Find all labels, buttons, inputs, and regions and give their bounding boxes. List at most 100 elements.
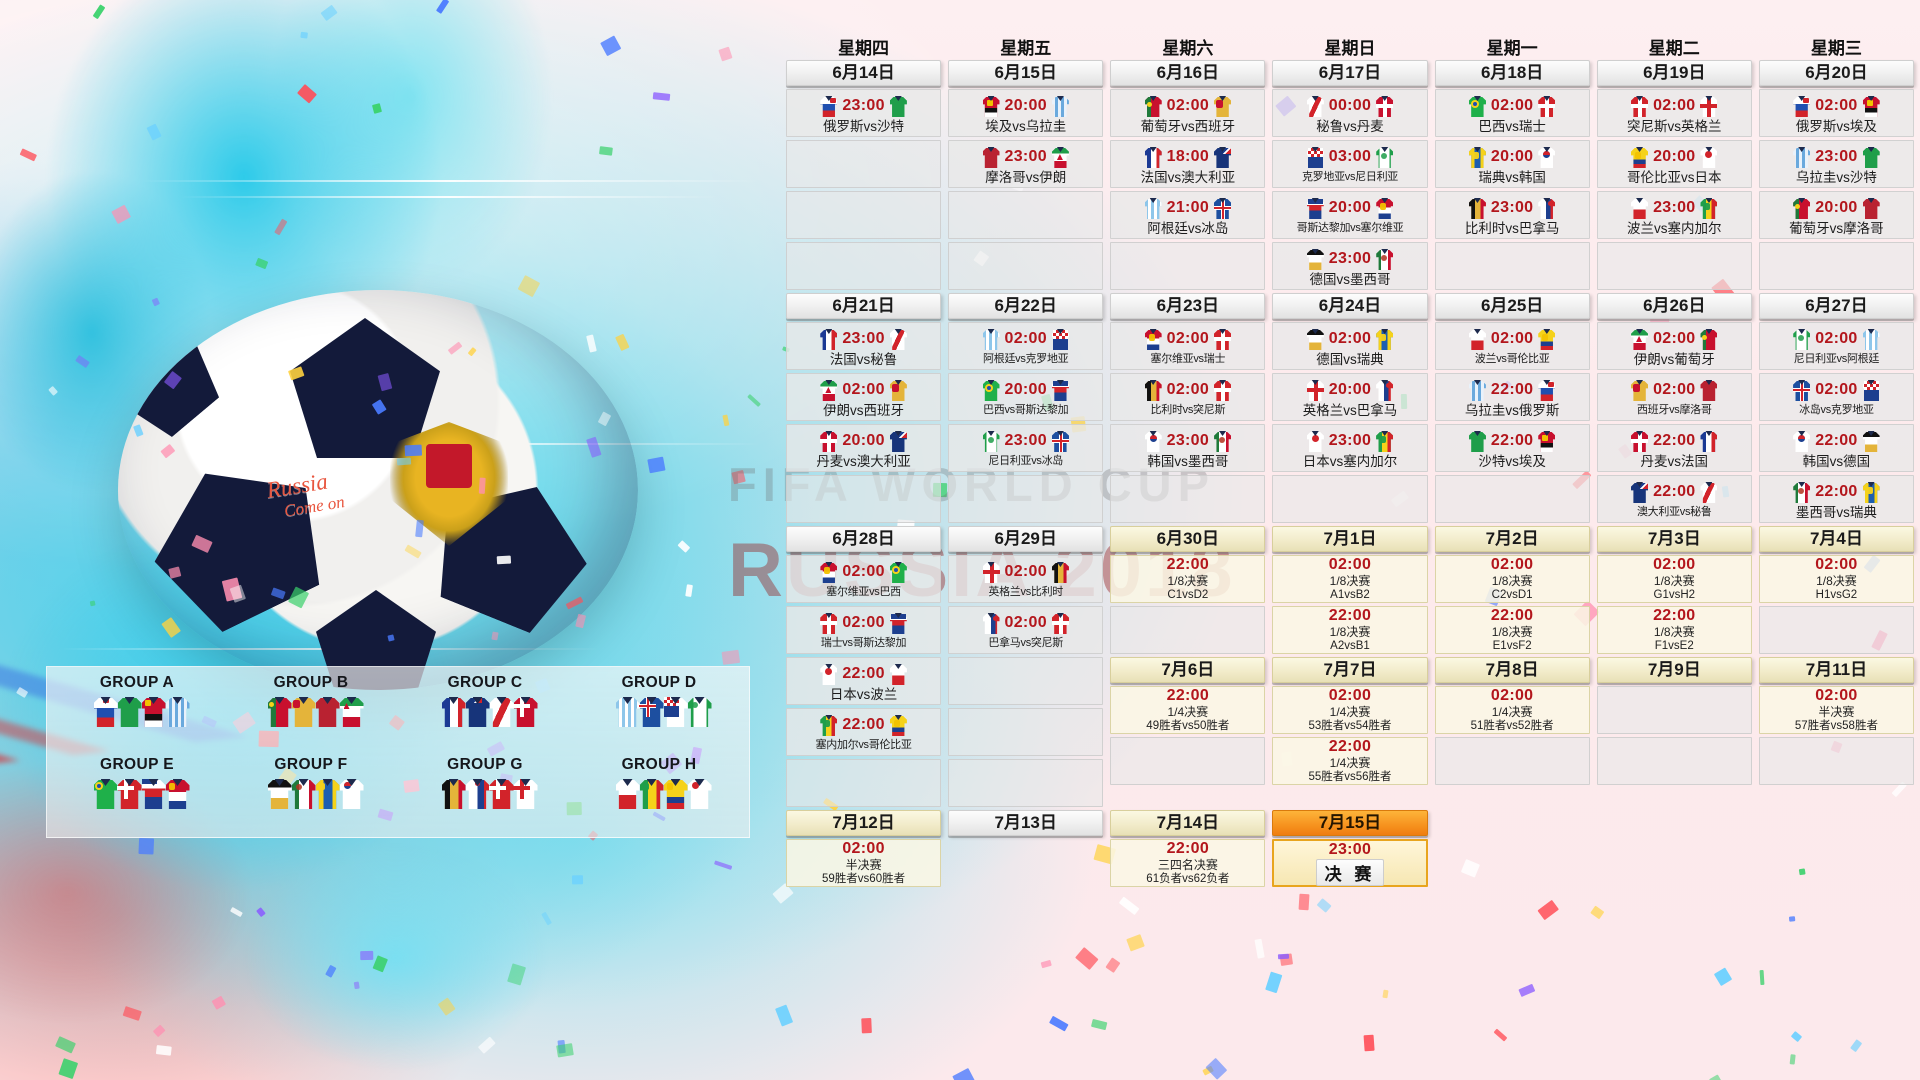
group-match-cell[interactable]: 02:00 德国vs瑞典 [1272, 322, 1428, 370]
date-cell[interactable]: 6月16日 [1110, 60, 1266, 86]
group-match-cell[interactable]: 02:00 伊朗vs葡萄牙 [1596, 322, 1752, 370]
group-match-cell[interactable]: 21:00 阿根廷vs冰岛 [1110, 191, 1266, 239]
group-match-cell[interactable]: 02:00 塞尔维亚vs巴西 [786, 555, 942, 603]
group-match-cell[interactable]: 22:00 沙特vs埃及 [1434, 424, 1590, 472]
group-match-cell[interactable]: 02:00 尼日利亚vs阿根廷 [1758, 322, 1914, 370]
knockout-match-cell[interactable]: 02:00 1/8决赛 C2vsD1 [1434, 555, 1590, 603]
date-cell[interactable]: 7月4日 [1758, 526, 1914, 552]
group-g[interactable]: GROUP G [401, 753, 569, 833]
group-match-cell[interactable]: 02:00 巴拿马vs突尼斯 [948, 606, 1104, 654]
group-match-cell[interactable]: 23:00 法国vs秘鲁 [786, 322, 942, 370]
date-cell[interactable]: 7月7日 [1272, 657, 1428, 683]
knockout-match-cell[interactable]: 22:00 1/8决赛 A2vsB1 [1272, 606, 1428, 654]
date-cell[interactable]: 6月14日 [786, 60, 942, 86]
group-match-cell[interactable]: 20:00 英格兰vs巴拿马 [1272, 373, 1428, 421]
group-match-cell[interactable]: 20:00 丹麦vs澳大利亚 [786, 424, 942, 472]
group-match-cell[interactable]: 22:00 乌拉圭vs俄罗斯 [1434, 373, 1590, 421]
group-match-cell[interactable]: 02:00 英格兰vs比利时 [948, 555, 1104, 603]
date-cell[interactable]: 6月27日 [1758, 293, 1914, 319]
knockout-match-cell[interactable]: 02:00 半决赛 59胜者vs60胜者 [786, 839, 942, 887]
group-match-cell[interactable]: 02:00 塞尔维亚vs瑞士 [1110, 322, 1266, 370]
knockout-match-cell[interactable]: 22:00 1/8决赛 E1vsF2 [1434, 606, 1590, 654]
group-match-cell[interactable]: 23:00 俄罗斯vs沙特 [786, 89, 942, 137]
date-cell[interactable]: 7月6日 [1110, 657, 1266, 683]
group-match-cell[interactable]: 20:00 瑞典vs韩国 [1434, 140, 1590, 188]
group-match-cell[interactable]: 23:00 波兰vs塞内加尔 [1596, 191, 1752, 239]
group-d[interactable]: GROUP D [575, 671, 743, 751]
knockout-match-cell[interactable]: 02:00 1/8决赛 H1vsG2 [1758, 555, 1914, 603]
group-c[interactable]: GROUP C [401, 671, 569, 751]
group-match-cell[interactable]: 02:00 伊朗vs西班牙 [786, 373, 942, 421]
group-match-cell[interactable]: 02:00 波兰vs哥伦比亚 [1434, 322, 1590, 370]
group-b[interactable]: GROUP B [227, 671, 395, 751]
group-match-cell[interactable]: 23:00 乌拉圭vs沙特 [1758, 140, 1914, 188]
date-cell[interactable]: 7月2日 [1434, 526, 1590, 552]
date-cell[interactable]: 6月30日 [1110, 526, 1266, 552]
date-cell[interactable]: 6月24日 [1272, 293, 1428, 319]
knockout-match-cell[interactable]: 22:00 1/4决赛 55胜者vs56胜者 [1272, 737, 1428, 785]
group-match-cell[interactable]: 02:00 冰岛vs克罗地亚 [1758, 373, 1914, 421]
group-match-cell[interactable]: 20:00 巴西vs哥斯达黎加 [948, 373, 1104, 421]
group-match-cell[interactable]: 20:00 埃及vs乌拉圭 [948, 89, 1104, 137]
date-cell[interactable]: 6月28日 [786, 526, 942, 552]
date-cell[interactable]: 7月14日 [1110, 810, 1266, 836]
final-match-cell[interactable]: 23:00 决 赛 [1272, 839, 1428, 887]
group-match-cell[interactable]: 02:00 突尼斯vs英格兰 [1596, 89, 1752, 137]
date-cell[interactable]: 7月12日 [786, 810, 942, 836]
date-cell[interactable]: 7月3日 [1596, 526, 1752, 552]
knockout-match-cell[interactable]: 22:00 三四名决赛 61负者vs62负者 [1110, 839, 1266, 887]
group-match-cell[interactable]: 23:00 韩国vs墨西哥 [1110, 424, 1266, 472]
group-match-cell[interactable]: 02:00 阿根廷vs克罗地亚 [948, 322, 1104, 370]
group-f[interactable]: GROUP F [227, 753, 395, 833]
group-e[interactable]: GROUP E [53, 753, 221, 833]
date-cell[interactable]: 6月25日 [1434, 293, 1590, 319]
group-match-cell[interactable]: 20:00 哥伦比亚vs日本 [1596, 140, 1752, 188]
date-cell[interactable]: 7月13日 [948, 810, 1104, 836]
group-match-cell[interactable]: 22:00 墨西哥vs瑞典 [1758, 475, 1914, 523]
group-match-cell[interactable]: 22:00 澳大利亚vs秘鲁 [1596, 475, 1752, 523]
group-match-cell[interactable]: 02:00 俄罗斯vs埃及 [1758, 89, 1914, 137]
group-h[interactable]: GROUP H [575, 753, 743, 833]
group-match-cell[interactable]: 20:00 葡萄牙vs摩洛哥 [1758, 191, 1914, 239]
group-match-cell[interactable]: 22:00 塞内加尔vs哥伦比亚 [786, 708, 942, 756]
date-cell[interactable]: 6月20日 [1758, 60, 1914, 86]
group-match-cell[interactable]: 23:00 摩洛哥vs伊朗 [948, 140, 1104, 188]
group-match-cell[interactable]: 03:00 克罗地亚vs尼日利亚 [1272, 140, 1428, 188]
group-match-cell[interactable]: 02:00 瑞士vs哥斯达黎加 [786, 606, 942, 654]
date-cell[interactable]: 7月11日 [1758, 657, 1914, 683]
group-match-cell[interactable]: 02:00 比利时vs突尼斯 [1110, 373, 1266, 421]
date-cell[interactable]: 7月1日 [1272, 526, 1428, 552]
group-match-cell[interactable]: 23:00 尼日利亚vs冰岛 [948, 424, 1104, 472]
group-match-cell[interactable]: 02:00 巴西vs瑞士 [1434, 89, 1590, 137]
knockout-match-cell[interactable]: 22:00 1/8决赛 F1vsE2 [1596, 606, 1752, 654]
group-match-cell[interactable]: 22:00 韩国vs德国 [1758, 424, 1914, 472]
date-cell[interactable]: 6月17日 [1272, 60, 1428, 86]
knockout-match-cell[interactable]: 02:00 1/4决赛 51胜者vs52胜者 [1434, 686, 1590, 734]
group-match-cell[interactable]: 20:00 哥斯达黎加vs塞尔维亚 [1272, 191, 1428, 239]
knockout-match-cell[interactable]: 22:00 1/4决赛 49胜者vs50胜者 [1110, 686, 1266, 734]
group-match-cell[interactable]: 23:00 比利时vs巴拿马 [1434, 191, 1590, 239]
group-match-cell[interactable]: 23:00 德国vs墨西哥 [1272, 242, 1428, 290]
group-match-cell[interactable]: 22:00 日本vs波兰 [786, 657, 942, 705]
knockout-match-cell[interactable]: 02:00 1/8决赛 A1vsB2 [1272, 555, 1428, 603]
date-cell[interactable]: 7月8日 [1434, 657, 1590, 683]
date-cell[interactable]: 6月29日 [948, 526, 1104, 552]
group-match-cell[interactable]: 22:00 丹麦vs法国 [1596, 424, 1752, 472]
date-cell[interactable]: 6月22日 [948, 293, 1104, 319]
date-cell[interactable]: 6月21日 [786, 293, 942, 319]
date-cell[interactable]: 6月19日 [1596, 60, 1752, 86]
date-cell[interactable]: 6月23日 [1110, 293, 1266, 319]
date-cell[interactable]: 7月15日 [1272, 810, 1428, 836]
group-match-cell[interactable]: 02:00 葡萄牙vs西班牙 [1110, 89, 1266, 137]
group-a[interactable]: GROUP A [53, 671, 221, 751]
group-match-cell[interactable]: 00:00 秘鲁vs丹麦 [1272, 89, 1428, 137]
date-cell[interactable]: 6月26日 [1596, 293, 1752, 319]
knockout-match-cell[interactable]: 02:00 1/4决赛 53胜者vs54胜者 [1272, 686, 1428, 734]
knockout-match-cell[interactable]: 22:00 1/8决赛 C1vsD2 [1110, 555, 1266, 603]
group-match-cell[interactable]: 02:00 西班牙vs摩洛哥 [1596, 373, 1752, 421]
group-match-cell[interactable]: 23:00 日本vs塞内加尔 [1272, 424, 1428, 472]
date-cell[interactable]: 6月18日 [1434, 60, 1590, 86]
knockout-match-cell[interactable]: 02:00 1/8决赛 G1vsH2 [1596, 555, 1752, 603]
date-cell[interactable]: 6月15日 [948, 60, 1104, 86]
date-cell[interactable]: 7月9日 [1596, 657, 1752, 683]
